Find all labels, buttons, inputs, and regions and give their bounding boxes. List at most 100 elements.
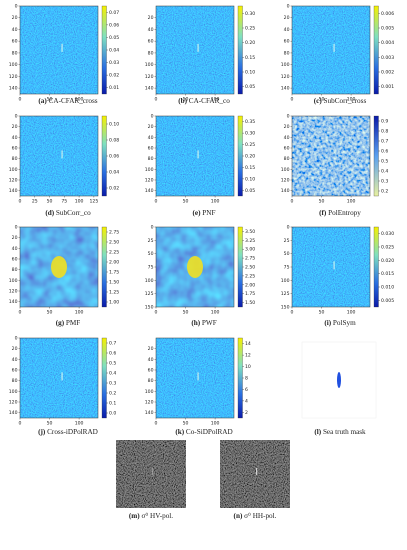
y-tick-label: 0	[287, 4, 290, 10]
ship-trace	[61, 372, 63, 381]
ship-trace	[333, 261, 335, 270]
colorbar-label: 2.00	[245, 282, 255, 288]
colorbar-label: 0.05	[245, 84, 255, 90]
colorbar-label: 0.004	[381, 40, 394, 46]
y-tick-label: 0	[15, 225, 18, 231]
caption: (l) Sea truth mask	[314, 428, 366, 436]
y-tick-label: 80	[284, 50, 290, 56]
colorbar-label: 0.001	[381, 84, 394, 90]
colorbar-label: 2.00	[109, 260, 119, 266]
x-tick-label: 50	[47, 310, 53, 316]
colorbar-label: 6	[245, 387, 248, 393]
colorbar-label: 0.10	[245, 176, 255, 182]
x-tick-label: 50	[319, 199, 325, 205]
y-tick-label: 75	[148, 265, 154, 271]
ship-trace	[152, 468, 154, 475]
y-tick-label: 120	[145, 400, 154, 406]
y-tick-label: 120	[9, 178, 18, 184]
caption-label: (d)	[45, 209, 54, 217]
y-tick-label: 0	[15, 336, 18, 342]
x-tick-label: 0	[291, 310, 294, 316]
caption-label: (e)	[193, 209, 202, 217]
y-tick-label: 140	[145, 188, 154, 194]
caption-text: Cross-iDPolRAD	[47, 428, 98, 436]
colorbar-label: 0.1	[109, 401, 116, 407]
y-tick-label: 100	[9, 278, 18, 284]
plot-frame	[155, 5, 235, 95]
x-tick-label: 50	[183, 310, 189, 316]
y-tick-label: 125	[281, 291, 290, 297]
colorbar-label: 1.75	[245, 291, 255, 297]
colorbar	[373, 5, 379, 95]
colorbar-label: 0.05	[245, 188, 255, 194]
ship-trace	[256, 468, 258, 475]
x-tick-label: 25	[32, 199, 38, 205]
y-tick-label: 100	[9, 62, 18, 68]
colorbar-label: 0.010	[381, 285, 394, 291]
colorbar-label: 0.015	[381, 271, 394, 277]
caption-text: PolSym	[333, 319, 356, 327]
colorbar-label: 0.3	[109, 381, 116, 387]
colorbar-label: 0.25	[245, 26, 255, 32]
y-tick-label: 40	[12, 357, 18, 363]
heatmap	[20, 6, 98, 94]
y-tick-label: 150	[145, 305, 154, 311]
y-tick-label: 140	[9, 188, 18, 194]
caption: (n) σ⁰ HH-pol.	[234, 512, 277, 520]
y-tick-label: 60	[284, 146, 290, 152]
colorbar-label: 0.05	[109, 35, 119, 41]
y-tick-label: 120	[9, 400, 18, 406]
colorbar-label: 0.04	[109, 48, 119, 54]
x-tick-label: 100	[75, 97, 84, 103]
caption: (a) CA-CFAR_cross	[38, 97, 97, 105]
colorbar-label: 14	[245, 341, 251, 347]
x-tick-label: 0	[291, 97, 294, 103]
colorbar-label: 0.10	[109, 122, 119, 128]
colorbar-label: 0.25	[245, 142, 255, 148]
y-tick-label: 60	[12, 368, 18, 374]
colorbar-label: 2.25	[109, 250, 119, 256]
colorbar-label: 10	[245, 364, 251, 370]
colorbar-label: 0.020	[381, 258, 394, 264]
colorbar-label: 1.25	[109, 290, 119, 296]
caption-text: Sea truth mask	[323, 428, 366, 436]
y-tick-label: 140	[281, 86, 290, 92]
x-tick-label: 100	[347, 199, 356, 205]
colorbar-label: 0.06	[109, 154, 119, 160]
y-tick-label: 140	[281, 188, 290, 194]
caption: (f) PolEntropy	[319, 209, 361, 217]
y-tick-label: 60	[12, 39, 18, 45]
colorbar-label: 1.00	[109, 300, 119, 306]
x-tick-label: 125	[89, 199, 98, 205]
colorbar-label: 0.06	[109, 22, 119, 28]
x-tick-label: 50	[47, 421, 53, 427]
caption: (g) PMF	[56, 319, 81, 327]
plot-frame	[19, 115, 99, 197]
y-tick-label: 40	[12, 27, 18, 33]
colorbar-label: 0.003	[381, 55, 394, 61]
x-tick-label: 0	[19, 421, 22, 427]
y-tick-label: 20	[12, 346, 18, 352]
caption-text: SubCorr_cross	[324, 97, 367, 105]
y-tick-label: 80	[148, 156, 154, 162]
plot-frame	[155, 115, 235, 197]
colorbar-label: 0.15	[245, 55, 255, 61]
caption: (m) σ⁰ HV-pol.	[129, 512, 173, 520]
colorbar-label: 0.6	[381, 149, 388, 155]
y-tick-label: 60	[148, 368, 154, 374]
y-tick-label: 140	[9, 299, 18, 305]
colorbar-label: 0.005	[381, 298, 394, 304]
caption: (c) SubCorr_cross	[314, 97, 367, 105]
colorbar-label: 2.75	[109, 230, 119, 236]
x-tick-label: 100	[211, 97, 220, 103]
y-tick-label: 0	[151, 225, 154, 231]
colorbar-label: 0.20	[245, 154, 255, 160]
y-tick-label: 100	[145, 278, 154, 284]
ship-trace	[197, 150, 199, 159]
y-tick-label: 80	[284, 156, 290, 162]
y-tick-label: 40	[148, 357, 154, 363]
caption-label: (f)	[319, 209, 327, 217]
colorbar-label: 0.10	[245, 70, 255, 76]
y-tick-label: 100	[9, 389, 18, 395]
